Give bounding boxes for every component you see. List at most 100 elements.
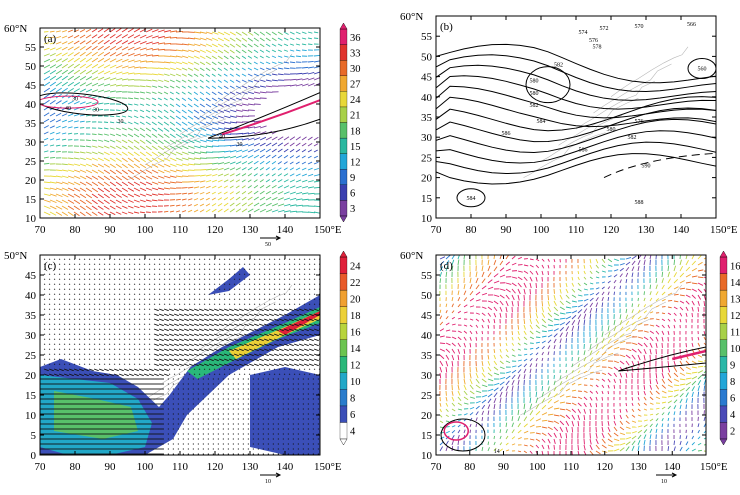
wind-vector bbox=[476, 319, 479, 321]
wind-vector bbox=[284, 44, 288, 46]
wind-vector bbox=[602, 379, 605, 381]
wind-vector bbox=[302, 101, 308, 104]
wind-vector bbox=[218, 192, 222, 194]
wind-vector bbox=[458, 331, 462, 333]
wind-vector bbox=[482, 286, 486, 289]
wind-vector bbox=[230, 86, 235, 89]
wind-vector bbox=[188, 193, 193, 194]
wind-vector bbox=[146, 42, 153, 44]
wind-vector bbox=[242, 50, 246, 53]
wind-vector bbox=[572, 283, 574, 287]
wind-vector bbox=[199, 319, 204, 321]
wind-vector bbox=[542, 265, 544, 268]
wind-vector bbox=[578, 364, 580, 367]
y-tick-label: 25 bbox=[25, 156, 37, 168]
wind-vector bbox=[50, 212, 56, 215]
wind-vector bbox=[62, 64, 68, 68]
wind-vector bbox=[98, 140, 103, 141]
wind-vector bbox=[128, 200, 134, 203]
wind-vector bbox=[296, 156, 300, 158]
wind-vector bbox=[530, 358, 532, 361]
wind-vector bbox=[554, 329, 559, 331]
wind-vector bbox=[170, 128, 175, 132]
wind-vector bbox=[294, 364, 299, 366]
wind-vector bbox=[302, 78, 308, 80]
wind-vector bbox=[140, 176, 146, 179]
wind-vector bbox=[144, 374, 149, 376]
wind-vector bbox=[184, 309, 189, 311]
wind-vector bbox=[116, 34, 122, 38]
wind-vector bbox=[179, 319, 184, 321]
wind-vector bbox=[482, 447, 483, 451]
wind-vector bbox=[314, 359, 319, 361]
contour-label: 566 bbox=[687, 22, 696, 28]
wind-vector bbox=[200, 104, 205, 107]
wind-vector bbox=[152, 116, 156, 119]
wind-vector bbox=[68, 182, 74, 185]
wind-vector bbox=[194, 334, 199, 336]
wind-vector bbox=[50, 188, 57, 190]
wind-vector bbox=[452, 441, 453, 445]
wind-vector bbox=[269, 364, 274, 366]
wind-vector bbox=[284, 192, 289, 194]
wind-vector bbox=[530, 439, 534, 440]
wind-vector bbox=[164, 37, 171, 38]
wind-vector bbox=[254, 56, 258, 58]
wind-vector bbox=[536, 265, 539, 268]
wind-vector bbox=[209, 314, 214, 316]
wind-vector bbox=[206, 209, 210, 212]
colorbar-swatch bbox=[340, 422, 347, 439]
wind-vector bbox=[184, 339, 189, 341]
wind-vector bbox=[530, 319, 532, 324]
wind-vector bbox=[464, 298, 467, 301]
wind-vector bbox=[554, 334, 557, 337]
wind-vector bbox=[578, 283, 580, 286]
wind-vector bbox=[254, 155, 259, 158]
wind-vector bbox=[296, 44, 300, 45]
wind-vector bbox=[602, 303, 603, 307]
wind-vector bbox=[214, 324, 219, 326]
wind-vector bbox=[518, 325, 519, 330]
wind-vector bbox=[500, 398, 501, 403]
wind-vector bbox=[314, 339, 319, 341]
wind-vector bbox=[98, 71, 104, 74]
wind-vector bbox=[548, 330, 553, 331]
wind-vector bbox=[154, 319, 159, 321]
wind-vector bbox=[179, 309, 184, 311]
wind-vector bbox=[266, 126, 272, 128]
wind-vector bbox=[536, 313, 538, 318]
wind-vector bbox=[122, 212, 127, 214]
wind-vector bbox=[122, 116, 126, 117]
wind-vector bbox=[308, 72, 314, 74]
wind-vector bbox=[566, 409, 571, 411]
wind-vector bbox=[110, 122, 114, 123]
wind-vector bbox=[440, 257, 445, 259]
wind-vector bbox=[560, 415, 565, 418]
wind-vector bbox=[212, 50, 217, 53]
wind-vector bbox=[254, 143, 260, 146]
wind-vector bbox=[578, 370, 580, 373]
y-tick-label: 35 bbox=[421, 112, 433, 124]
wind-vector bbox=[302, 180, 307, 182]
wind-vector bbox=[164, 62, 170, 63]
wind-vector bbox=[578, 403, 581, 406]
wind-vector bbox=[602, 271, 606, 272]
wind-vector bbox=[98, 134, 103, 135]
wind-vector bbox=[518, 451, 521, 452]
wind-vector bbox=[299, 364, 304, 366]
wind-vector bbox=[446, 323, 449, 325]
wind-vector bbox=[218, 80, 222, 82]
wind-vector bbox=[200, 116, 206, 119]
wind-vector bbox=[129, 369, 134, 371]
wind-vector bbox=[110, 176, 116, 180]
wind-vector bbox=[184, 319, 189, 321]
wind-vector bbox=[248, 98, 254, 99]
wind-vector bbox=[274, 314, 279, 316]
wind-vector bbox=[218, 62, 222, 65]
wind-vector bbox=[224, 68, 228, 70]
wind-vector bbox=[566, 289, 568, 293]
wind-vector bbox=[189, 324, 194, 326]
wind-vector bbox=[184, 344, 189, 346]
wind-vector bbox=[158, 128, 163, 131]
